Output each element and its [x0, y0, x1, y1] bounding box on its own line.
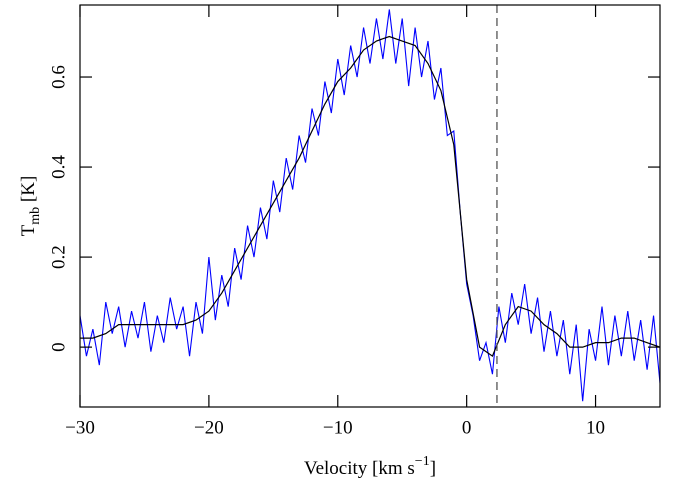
y-tick-label: 0	[48, 342, 69, 352]
x-axis-label: Velocity [km s−1]	[304, 454, 436, 479]
y-axis-label-text: Tmb [K]	[18, 176, 43, 237]
x-tick-label: 0	[462, 417, 472, 438]
x-tick-label: 10	[586, 417, 605, 438]
y-axis-label: Tmb [K]	[18, 176, 43, 237]
plot-frame	[79, 4, 661, 408]
y-tick-label: 0.6	[48, 65, 69, 89]
x-tick-label: −20	[194, 417, 224, 438]
spectrum-line	[80, 35, 660, 358]
x-tick-label: −30	[65, 417, 95, 438]
spectrum-line	[80, 9, 660, 402]
y-tick-label: 0.4	[48, 155, 69, 179]
y-tick-label: 0.2	[48, 245, 69, 269]
x-tick-label: −10	[323, 417, 353, 438]
